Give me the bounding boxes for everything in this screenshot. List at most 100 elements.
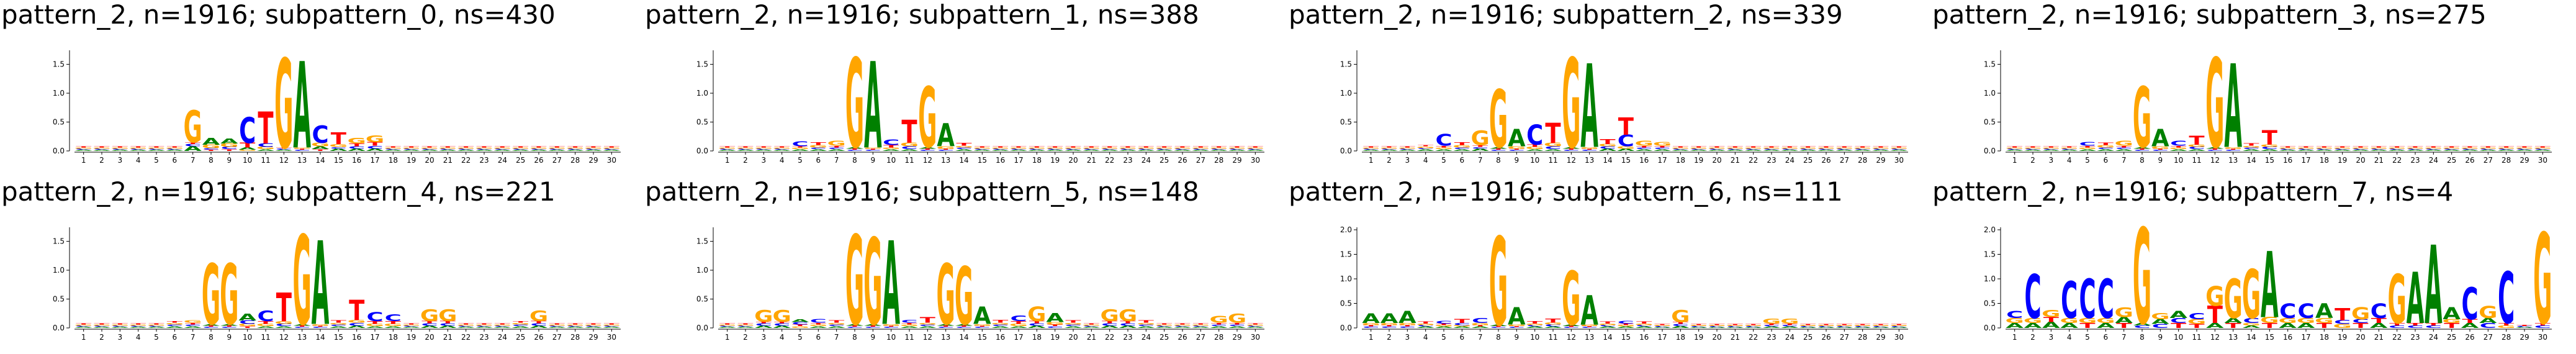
logo-letter: T bbox=[1509, 326, 1524, 327]
logo-letter: T bbox=[2389, 322, 2405, 326]
logo-letter: A bbox=[2333, 150, 2352, 152]
logo-letter: C bbox=[202, 148, 219, 150]
logo-letter: T bbox=[2407, 322, 2423, 326]
logo-letter: T bbox=[756, 146, 772, 148]
x-tick-label: 19 bbox=[2338, 156, 2347, 165]
logo-letter: C bbox=[2498, 258, 2515, 340]
logo-letter: A bbox=[1416, 149, 1435, 152]
logo-letter: C bbox=[221, 147, 238, 150]
logo-letter: T bbox=[1229, 322, 1245, 325]
logo-letter: A bbox=[220, 138, 238, 145]
logo-letter: T bbox=[1490, 326, 1506, 327]
logo-letter: G bbox=[1817, 325, 1835, 326]
logo-letter: T bbox=[130, 323, 146, 325]
logo-letter: C bbox=[494, 148, 511, 150]
x-tick-label: 7 bbox=[191, 333, 196, 342]
logo-letter: C bbox=[992, 148, 1009, 150]
logo-letter: A bbox=[2151, 124, 2169, 152]
logo-letter: C bbox=[1156, 325, 1173, 327]
logo-letter: A bbox=[1744, 327, 1763, 328]
logo-letter: G bbox=[2297, 317, 2315, 325]
x-tick-label: 26 bbox=[534, 333, 543, 342]
logo-letter: A bbox=[718, 150, 737, 152]
logo-letter: A bbox=[901, 149, 919, 152]
logo-letter: A bbox=[421, 150, 439, 152]
logo-letter: T bbox=[148, 146, 164, 148]
x-tick-label: 10 bbox=[886, 333, 896, 342]
x-tick-label: 3 bbox=[118, 156, 123, 165]
logo-letter: C bbox=[1228, 148, 1245, 150]
logo-letter: G bbox=[2205, 282, 2224, 312]
logo-letter: A bbox=[1362, 311, 1380, 327]
logo-letter: T bbox=[792, 324, 808, 327]
logo-letter: A bbox=[603, 150, 621, 152]
logo-letter: T bbox=[1363, 146, 1379, 148]
y-tick-label: 0.5 bbox=[1340, 299, 1352, 308]
logo-letter: G bbox=[955, 252, 973, 343]
y-tick-label: 1.0 bbox=[1340, 275, 1352, 283]
logo-letter: A bbox=[166, 150, 184, 152]
logo-letter: T bbox=[1709, 324, 1724, 325]
logo-letter: T bbox=[1800, 146, 1816, 148]
logo-letter: A bbox=[275, 150, 294, 152]
logo-chart: 0.00.51.01.51 2 3 4 5 6 7 8 9 10 11 12 13 14 15 16 17 18 1… bbox=[1984, 34, 2552, 176]
logo-chart: 0.00.51.01.51 2 3 4 5 6 7 8 9 10 11 12 13 14 15 16 17 18 1… bbox=[696, 211, 1265, 353]
logo-letter: A bbox=[955, 149, 974, 152]
logo-letter: A bbox=[475, 327, 494, 329]
logo-letter: G bbox=[1744, 147, 1763, 149]
logo-letter: G bbox=[1616, 146, 1635, 150]
logo-letter: G bbox=[202, 143, 220, 149]
x-tick-label: 18 bbox=[389, 156, 398, 165]
x-tick-label: 22 bbox=[1105, 156, 1114, 165]
logo-letter: C bbox=[2188, 147, 2205, 150]
x-tick-label: 2 bbox=[1387, 333, 1392, 342]
logo-letter: A bbox=[1398, 150, 1417, 152]
logo-letter: G bbox=[110, 147, 129, 149]
logo-letter: T bbox=[2043, 146, 2059, 148]
logo-letter: C bbox=[719, 148, 736, 150]
logo-letter: G bbox=[402, 147, 421, 149]
logo-letter: G bbox=[2060, 147, 2079, 149]
logo-letter: G bbox=[238, 324, 257, 327]
logo-letter: A bbox=[1083, 150, 1101, 152]
logo-letter: G bbox=[973, 147, 991, 149]
logo-letter: T bbox=[2043, 316, 2060, 324]
logo-letter: C bbox=[512, 324, 529, 327]
logo-letter: T bbox=[2498, 146, 2514, 148]
logo-letter: G bbox=[202, 248, 220, 344]
logo-letter: G bbox=[1544, 322, 1562, 325]
logo-letter: G bbox=[1780, 147, 1799, 149]
logo-letter: C bbox=[1247, 325, 1264, 327]
logo-letter: T bbox=[1873, 324, 1888, 325]
logo-letter: A bbox=[2060, 322, 2078, 329]
logo-letter: C bbox=[2115, 147, 2132, 150]
logo-letter: G bbox=[1799, 147, 1817, 149]
logo-letter: T bbox=[2480, 146, 2496, 148]
logo-letter: A bbox=[384, 150, 403, 152]
logo-letter: G bbox=[256, 324, 275, 327]
logo-letter: C bbox=[719, 325, 736, 327]
logo-letter: G bbox=[1173, 147, 1192, 149]
x-tick-label: 23 bbox=[1767, 156, 1776, 165]
logo-letter: T bbox=[549, 323, 565, 325]
logo-letter: T bbox=[513, 320, 528, 323]
logo-letter: T bbox=[240, 326, 255, 329]
logo-letter: T bbox=[1400, 146, 1415, 148]
logo-letter: C bbox=[2316, 148, 2333, 150]
logo-letter: T bbox=[1102, 320, 1117, 324]
logo-letter: C bbox=[1228, 324, 1245, 327]
logo-letter: G bbox=[2187, 318, 2206, 325]
x-tick-label: 24 bbox=[2429, 156, 2438, 165]
logo-letter: C bbox=[1508, 150, 1525, 152]
logo-letter: G bbox=[493, 324, 511, 326]
x-tick-label: 20 bbox=[2356, 156, 2365, 165]
x-tick-label: 26 bbox=[1821, 156, 1831, 165]
logo-letter: A bbox=[1028, 150, 1047, 152]
logo-letter: T bbox=[1211, 146, 1227, 148]
logo-letter: T bbox=[531, 146, 546, 148]
x-tick-label: 19 bbox=[1694, 333, 1703, 342]
logo-letter: C bbox=[2133, 150, 2150, 152]
logo-letter: G bbox=[918, 322, 937, 325]
y-tick-label: 0.0 bbox=[1984, 147, 1996, 155]
x-tick-label: 6 bbox=[173, 156, 178, 165]
